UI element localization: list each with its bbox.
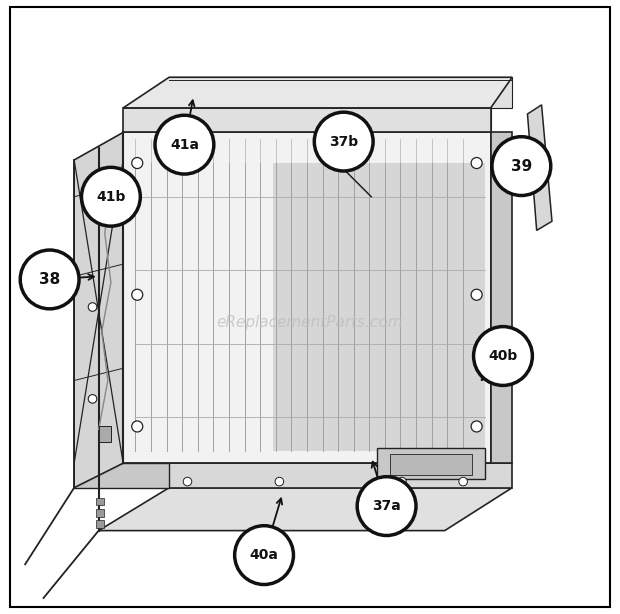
Circle shape — [183, 477, 192, 486]
Bar — [95, 519, 104, 527]
Circle shape — [155, 115, 214, 174]
Text: 41b: 41b — [96, 190, 126, 204]
Text: eReplacementParts.com: eReplacementParts.com — [216, 315, 404, 330]
Text: 40b: 40b — [489, 349, 518, 363]
Circle shape — [131, 421, 143, 432]
Circle shape — [234, 526, 293, 585]
Circle shape — [88, 303, 97, 311]
Circle shape — [492, 137, 551, 195]
Polygon shape — [99, 488, 512, 530]
Circle shape — [397, 477, 406, 486]
Polygon shape — [169, 463, 512, 488]
Text: 39: 39 — [511, 158, 532, 174]
Circle shape — [471, 421, 482, 432]
Polygon shape — [169, 108, 490, 133]
Polygon shape — [273, 163, 485, 451]
Circle shape — [471, 158, 482, 169]
Polygon shape — [123, 133, 490, 463]
Polygon shape — [378, 448, 485, 478]
Circle shape — [275, 477, 284, 486]
Polygon shape — [74, 463, 169, 488]
Circle shape — [20, 250, 79, 309]
Circle shape — [474, 327, 533, 386]
Circle shape — [88, 211, 97, 219]
Circle shape — [459, 477, 467, 486]
Circle shape — [357, 476, 416, 535]
Circle shape — [131, 158, 143, 169]
Circle shape — [81, 168, 140, 226]
Circle shape — [314, 112, 373, 171]
Circle shape — [131, 289, 143, 300]
Bar — [99, 427, 111, 442]
Text: 37b: 37b — [329, 134, 358, 149]
Polygon shape — [490, 133, 512, 463]
Circle shape — [471, 289, 482, 300]
Text: 37a: 37a — [372, 499, 401, 513]
Text: 41a: 41a — [170, 138, 199, 152]
Circle shape — [88, 395, 97, 403]
Text: 38: 38 — [39, 272, 60, 287]
Text: 40a: 40a — [250, 548, 278, 562]
Bar — [95, 508, 104, 516]
Polygon shape — [528, 105, 552, 230]
Bar — [95, 497, 104, 505]
Polygon shape — [123, 108, 490, 133]
Polygon shape — [123, 77, 512, 108]
Polygon shape — [169, 77, 512, 108]
Polygon shape — [74, 133, 123, 488]
Polygon shape — [389, 454, 472, 475]
